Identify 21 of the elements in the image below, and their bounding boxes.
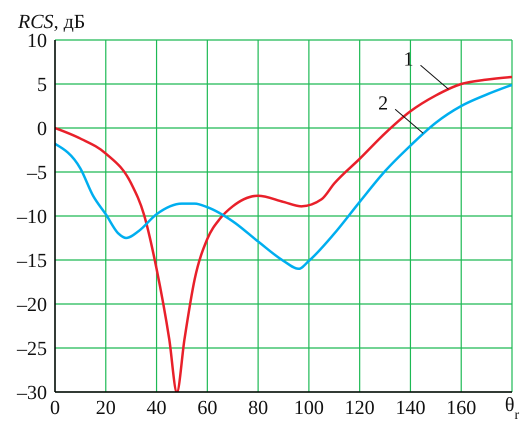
x-tick-label: 140 bbox=[395, 397, 426, 420]
x-tick-label: 160 bbox=[446, 397, 476, 420]
x-tick-label: 120 bbox=[344, 397, 375, 420]
x-tick-label: 80 bbox=[248, 397, 268, 420]
y-tick-label: –15 bbox=[16, 250, 47, 272]
y-axis-title: RCS, дБ bbox=[17, 11, 86, 33]
x-tick-label: 20 bbox=[96, 397, 116, 420]
y-tick-label: –30 bbox=[16, 382, 47, 404]
y-tick-label: 0 bbox=[37, 118, 47, 140]
x-tick-label: 40 bbox=[146, 397, 167, 420]
y-tick-label: –25 bbox=[16, 338, 47, 360]
x-tick-label: 100 bbox=[294, 397, 324, 420]
y-tick-label: 10 bbox=[27, 30, 47, 52]
line-series bbox=[55, 84, 512, 270]
y-tick-label: –20 bbox=[16, 294, 47, 316]
annotation: 2 bbox=[378, 92, 388, 114]
y-tick-label: –5 bbox=[26, 162, 47, 184]
x-axis-title: θ$_{r}$ bbox=[504, 394, 520, 421]
y-tick-label: –10 bbox=[16, 206, 47, 228]
y-tick-label: 5 bbox=[37, 74, 47, 96]
x-tick-label: 60 bbox=[197, 397, 218, 420]
